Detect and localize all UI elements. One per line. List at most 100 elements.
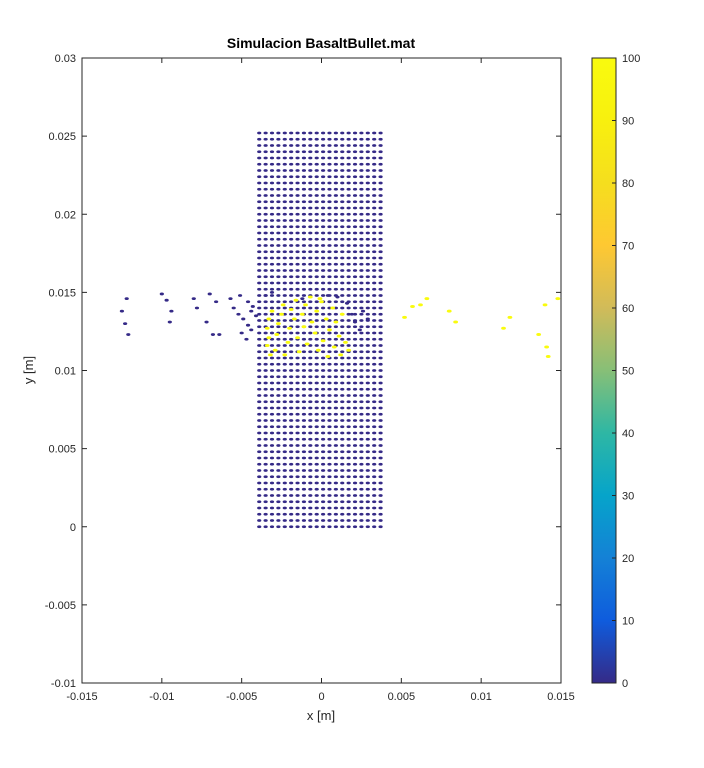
plate-particle bbox=[257, 219, 262, 222]
plate-particle bbox=[352, 162, 358, 166]
plate-particle bbox=[327, 412, 332, 416]
plate-particle bbox=[301, 444, 307, 447]
plate-particle bbox=[359, 156, 364, 160]
plate-particle bbox=[301, 387, 307, 391]
plate-particle bbox=[333, 244, 338, 247]
fragment-particle bbox=[241, 317, 246, 321]
plate-particle bbox=[301, 244, 307, 247]
plate-particle bbox=[378, 219, 383, 222]
plate-particle bbox=[314, 262, 319, 266]
plate-particle bbox=[352, 187, 358, 191]
plate-particle bbox=[269, 344, 275, 347]
plate-particle bbox=[340, 525, 345, 529]
plate-particle bbox=[340, 225, 345, 229]
plate-particle bbox=[276, 231, 281, 235]
plate-particle bbox=[365, 519, 370, 522]
plate-particle bbox=[314, 131, 319, 135]
plate-particle bbox=[321, 425, 326, 429]
plate-particle bbox=[352, 512, 358, 516]
plate-particle bbox=[276, 475, 281, 479]
plate-particle bbox=[372, 469, 377, 472]
plate-particle bbox=[333, 187, 338, 191]
plate-particle bbox=[359, 294, 364, 297]
plate-particle bbox=[308, 337, 313, 341]
plate-particle bbox=[340, 475, 345, 479]
plate-particle bbox=[365, 287, 370, 291]
projectile-particle bbox=[446, 309, 452, 313]
plate-particle bbox=[327, 419, 332, 422]
plate-particle bbox=[314, 250, 319, 254]
projectile-particle bbox=[282, 353, 288, 357]
plate-particle bbox=[263, 469, 268, 472]
plate-particle bbox=[314, 494, 319, 497]
plate-particle bbox=[257, 175, 262, 179]
plate-particle bbox=[301, 319, 307, 322]
plate-particle bbox=[276, 412, 281, 416]
plate-particle bbox=[295, 194, 300, 197]
plate-particle bbox=[346, 387, 351, 391]
plate-particle bbox=[321, 475, 326, 479]
plate-particle bbox=[365, 444, 370, 447]
plate-particle bbox=[308, 137, 313, 141]
plate-particle bbox=[282, 137, 287, 141]
plate-particle bbox=[301, 294, 307, 297]
plate-particle bbox=[327, 175, 332, 179]
plate-particle bbox=[301, 487, 307, 491]
plate-particle bbox=[301, 281, 307, 285]
plate-particle bbox=[308, 262, 313, 266]
plate-particle bbox=[295, 412, 300, 416]
plate-particle bbox=[289, 156, 294, 160]
plate-particle bbox=[308, 381, 313, 385]
plate-particle bbox=[289, 506, 294, 510]
plate-particle bbox=[295, 131, 300, 135]
plate-particle bbox=[372, 462, 377, 466]
plate-particle bbox=[352, 156, 358, 160]
plate-particle bbox=[282, 319, 287, 322]
plate-particle bbox=[295, 137, 300, 141]
plate-particle bbox=[295, 212, 300, 216]
plate-particle bbox=[359, 475, 364, 479]
plate-particle bbox=[263, 506, 268, 510]
plate-particle bbox=[295, 306, 300, 310]
plate-particle bbox=[378, 256, 383, 260]
plate-particle bbox=[269, 500, 275, 504]
plate-particle bbox=[372, 369, 377, 372]
plate-particle bbox=[346, 375, 351, 379]
plate-particle bbox=[333, 256, 338, 260]
plate-particle bbox=[372, 325, 377, 329]
plate-particle bbox=[333, 144, 338, 147]
plate-particle bbox=[321, 325, 326, 329]
plate-particle bbox=[378, 519, 383, 522]
colorbar-tick-label: 50 bbox=[622, 366, 634, 378]
plate-particle bbox=[289, 519, 294, 522]
plate-particle bbox=[289, 250, 294, 254]
plate-particle bbox=[289, 294, 294, 297]
x-tick-label: 0.005 bbox=[388, 691, 416, 703]
plate-particle bbox=[276, 369, 281, 372]
plate-particle bbox=[359, 375, 364, 379]
plate-particle bbox=[359, 512, 364, 516]
plate-particle bbox=[327, 450, 332, 454]
plate-particle bbox=[282, 262, 287, 266]
plate-particle bbox=[352, 250, 358, 254]
plate-particle bbox=[359, 137, 364, 141]
plate-particle bbox=[359, 269, 364, 272]
plate-particle bbox=[314, 156, 319, 160]
plate-particle bbox=[352, 262, 358, 266]
plate-particle bbox=[359, 350, 364, 354]
plate-particle bbox=[282, 425, 287, 429]
plate-particle bbox=[321, 431, 326, 435]
plate-particle bbox=[263, 306, 268, 310]
plate-particle bbox=[295, 362, 300, 366]
plate-particle bbox=[263, 525, 268, 529]
plate-particle bbox=[276, 344, 281, 347]
plate-particle bbox=[308, 237, 313, 241]
plate-particle bbox=[276, 131, 281, 135]
plate-particle bbox=[346, 394, 351, 397]
plate-particle bbox=[321, 469, 326, 472]
plate-particle bbox=[314, 344, 319, 347]
plate-particle bbox=[257, 250, 262, 254]
plate-particle bbox=[295, 462, 300, 466]
plate-particle bbox=[378, 262, 383, 266]
plate-particle bbox=[276, 200, 281, 204]
